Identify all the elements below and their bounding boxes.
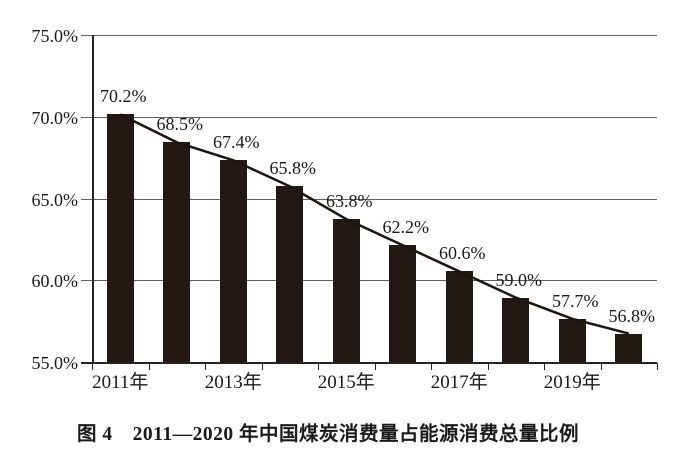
x-axis-tick-label: 2017年 <box>430 372 488 393</box>
y-axis-tick-label: 70.0% <box>31 107 79 128</box>
y-axis-line <box>92 35 94 363</box>
data-label-2012年: 68.5% <box>156 114 204 135</box>
x-axis-tick-label: 2011年 <box>92 372 149 393</box>
gridline-75 <box>81 35 657 36</box>
x-axis-tick <box>600 363 602 370</box>
y-axis-tick-label: 75.0% <box>31 26 79 46</box>
bar-2011年 <box>106 114 134 363</box>
data-label-2011年: 70.2% <box>100 86 147 107</box>
data-label-2018年: 59.0% <box>495 269 543 290</box>
y-axis-tick-label: 60.0% <box>31 271 79 292</box>
data-label-2019年: 57.7% <box>552 290 599 311</box>
y-axis-tick-label: 65.0% <box>31 189 79 210</box>
x-axis-tick <box>657 363 658 370</box>
x-axis-tick-label: 2015年 <box>317 372 375 393</box>
bar-2020年 <box>615 333 643 363</box>
data-label-2015年: 63.8% <box>326 191 373 212</box>
bar-2012年 <box>163 142 191 363</box>
bar-2017年 <box>445 271 473 363</box>
x-axis-tick <box>374 363 376 370</box>
x-axis-tick <box>92 363 93 370</box>
data-label-2014年: 65.8% <box>269 158 317 179</box>
x-axis-line <box>81 362 657 364</box>
bar-2016年 <box>389 245 417 363</box>
bar-2014年 <box>276 186 304 363</box>
bar-2015年 <box>332 219 360 363</box>
data-label-2016年: 62.2% <box>382 217 430 238</box>
x-axis-tick <box>318 363 319 370</box>
x-axis-tick-label: 2019年 <box>543 372 601 393</box>
data-label-2017年: 60.6% <box>439 243 486 264</box>
x-axis-tick <box>431 363 432 370</box>
bar-2018年 <box>502 297 530 363</box>
bar-2013年 <box>219 160 247 363</box>
x-axis-tick <box>544 363 545 370</box>
bar-2019年 <box>558 318 586 363</box>
x-axis-tick <box>261 363 263 370</box>
x-axis-tick <box>148 363 150 370</box>
x-axis-tick <box>205 363 206 370</box>
figure-caption: 图 4 2011—2020 年中国煤炭消费量占能源消费总量比例 <box>77 424 579 445</box>
data-label-2020年: 56.8% <box>608 305 656 326</box>
x-axis-tick-label: 2013年 <box>204 372 262 393</box>
data-label-2013年: 67.4% <box>213 132 260 153</box>
x-axis-tick <box>487 363 489 370</box>
y-axis-tick-label: 55.0% <box>31 353 79 373</box>
